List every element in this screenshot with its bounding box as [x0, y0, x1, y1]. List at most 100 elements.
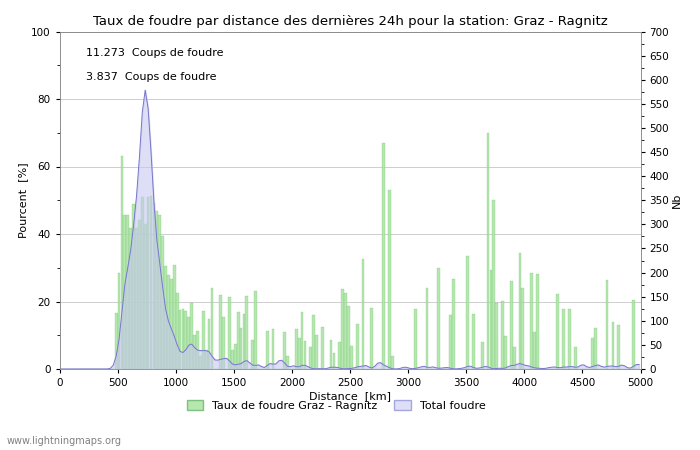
- Text: 11.273  Coups de foudre: 11.273 Coups de foudre: [85, 49, 223, 58]
- Bar: [472, 314, 475, 369]
- Bar: [347, 306, 350, 369]
- Bar: [199, 356, 202, 369]
- Bar: [312, 315, 315, 369]
- Bar: [449, 315, 452, 369]
- Bar: [181, 309, 184, 369]
- Bar: [202, 310, 204, 369]
- Bar: [339, 342, 341, 369]
- Bar: [135, 228, 138, 369]
- Bar: [193, 335, 196, 369]
- Bar: [606, 280, 608, 369]
- Bar: [530, 273, 533, 369]
- Bar: [153, 203, 155, 369]
- Bar: [228, 297, 231, 369]
- Bar: [556, 294, 559, 369]
- Bar: [150, 196, 153, 369]
- Bar: [185, 310, 187, 369]
- Bar: [208, 319, 211, 369]
- Bar: [510, 281, 512, 369]
- Bar: [304, 341, 307, 369]
- Bar: [489, 270, 492, 369]
- Bar: [272, 329, 274, 369]
- Bar: [486, 133, 489, 369]
- Bar: [205, 350, 208, 369]
- Bar: [362, 259, 365, 369]
- Bar: [388, 190, 391, 369]
- Bar: [612, 322, 615, 369]
- Y-axis label: Nb: Nb: [672, 193, 682, 208]
- Bar: [231, 350, 234, 369]
- Y-axis label: Pourcent  [%]: Pourcent [%]: [18, 162, 28, 238]
- Bar: [239, 328, 242, 369]
- Bar: [452, 279, 454, 369]
- Bar: [617, 324, 620, 369]
- Bar: [123, 215, 126, 369]
- Bar: [332, 353, 335, 369]
- Bar: [309, 347, 312, 369]
- Bar: [237, 312, 239, 369]
- Bar: [173, 265, 176, 369]
- Bar: [426, 288, 428, 369]
- Bar: [246, 296, 248, 369]
- Text: 3.837  Coups de foudre: 3.837 Coups de foudre: [85, 72, 216, 82]
- Bar: [594, 328, 597, 369]
- Bar: [219, 295, 222, 369]
- Bar: [158, 215, 161, 369]
- Bar: [342, 289, 344, 369]
- Bar: [513, 347, 515, 369]
- Bar: [127, 216, 129, 369]
- Bar: [147, 197, 150, 369]
- Bar: [196, 331, 199, 369]
- Title: Taux de foudre par distance des dernières 24h pour la station: Graz - Ragnitz: Taux de foudre par distance des dernière…: [92, 14, 608, 27]
- Bar: [234, 344, 237, 369]
- X-axis label: Distance  [km]: Distance [km]: [309, 391, 391, 401]
- Bar: [132, 203, 135, 369]
- Bar: [167, 275, 170, 369]
- Bar: [519, 253, 522, 369]
- Bar: [176, 293, 178, 369]
- Bar: [344, 292, 347, 369]
- Legend: Taux de foudre Graz - Ragnitz, Total foudre: Taux de foudre Graz - Ragnitz, Total fou…: [182, 396, 490, 415]
- Bar: [170, 279, 173, 369]
- Bar: [574, 347, 577, 369]
- Bar: [536, 274, 539, 369]
- Bar: [118, 273, 120, 369]
- Bar: [223, 317, 225, 369]
- Bar: [188, 316, 190, 369]
- Bar: [298, 338, 300, 369]
- Bar: [254, 291, 257, 369]
- Bar: [382, 143, 385, 369]
- Bar: [522, 288, 524, 369]
- Bar: [481, 342, 484, 369]
- Bar: [391, 356, 393, 369]
- Bar: [178, 310, 181, 369]
- Bar: [370, 308, 373, 369]
- Bar: [501, 301, 504, 369]
- Bar: [251, 340, 254, 369]
- Bar: [141, 197, 144, 369]
- Bar: [533, 332, 536, 369]
- Bar: [130, 228, 132, 369]
- Bar: [164, 266, 167, 369]
- Bar: [492, 200, 495, 369]
- Bar: [190, 303, 193, 369]
- Bar: [315, 335, 318, 369]
- Bar: [284, 332, 286, 369]
- Bar: [266, 331, 269, 369]
- Bar: [155, 211, 158, 369]
- Bar: [466, 256, 469, 369]
- Bar: [286, 356, 289, 369]
- Bar: [568, 309, 570, 369]
- Bar: [350, 346, 353, 369]
- Bar: [120, 157, 123, 369]
- Bar: [161, 236, 164, 369]
- Bar: [144, 225, 146, 369]
- Bar: [496, 303, 498, 369]
- Bar: [243, 314, 245, 369]
- Bar: [438, 268, 440, 369]
- Bar: [138, 220, 141, 369]
- Text: www.lightningmaps.org: www.lightningmaps.org: [7, 436, 122, 446]
- Bar: [301, 312, 303, 369]
- Bar: [330, 340, 332, 369]
- Bar: [414, 309, 416, 369]
